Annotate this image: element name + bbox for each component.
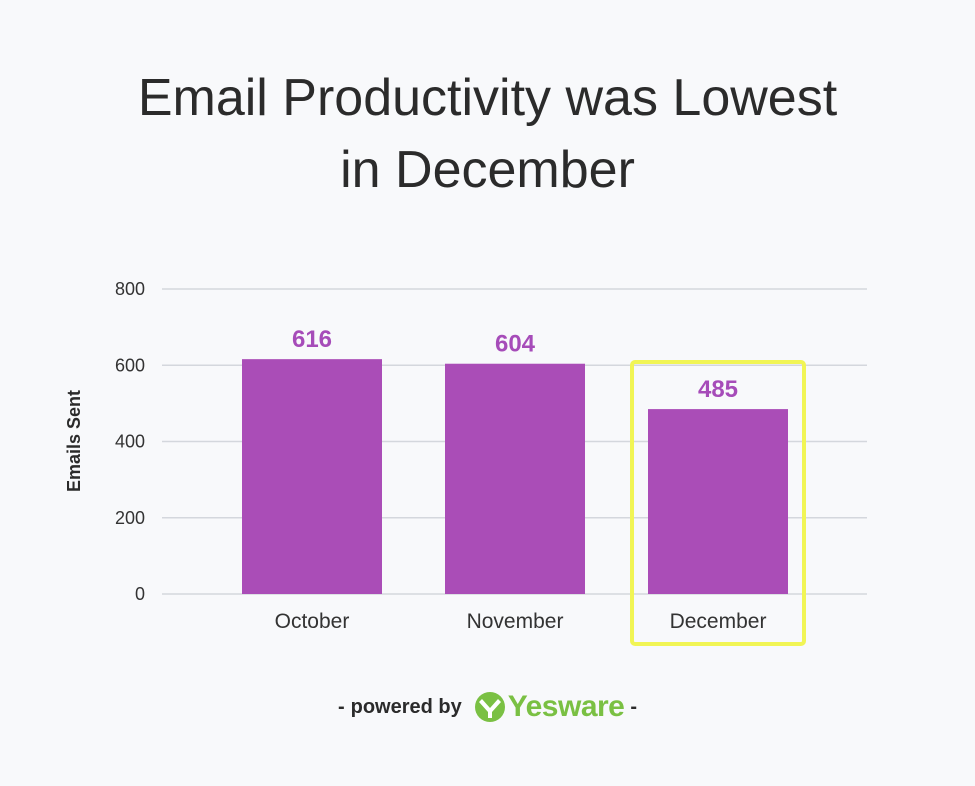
y-tick-400: 400 [115, 432, 145, 452]
footer-dash-right: - [630, 695, 638, 718]
bar-label-october: 616 [292, 326, 332, 353]
yesware-y-icon [474, 692, 505, 722]
x-tick-december: December [670, 610, 767, 633]
x-tick-labels: October November December [275, 610, 767, 633]
brand-name: Yesware [507, 690, 625, 723]
bar-november [445, 363, 585, 594]
yesware-logo: Yesware [474, 690, 625, 724]
y-tick-800: 800 [115, 279, 145, 299]
bar-label-november: 604 [495, 331, 536, 358]
y-axis-label: Emails Sent [64, 390, 84, 492]
highlight-box [630, 360, 806, 646]
chart-title: Email Productivity was Lowest in Decembe… [0, 62, 975, 206]
y-tick-200: 200 [115, 508, 145, 528]
bar-december [648, 409, 788, 594]
powered-by-text: powered by [350, 695, 462, 718]
chart-title-line-2: in December [340, 141, 635, 199]
bar-value-labels: 616 604 485 [292, 326, 738, 403]
bar-label-december: 485 [698, 376, 738, 403]
y-tick-labels: 0 200 400 600 800 [115, 279, 145, 604]
chart-title-line-1: Email Productivity was Lowest [137, 69, 838, 127]
y-tick-600: 600 [115, 355, 145, 375]
bars [242, 359, 788, 594]
bar-october [242, 359, 382, 594]
y-tick-0: 0 [135, 584, 145, 604]
x-tick-november: November [467, 610, 564, 633]
footer: - powered by Yesware - [0, 690, 975, 724]
x-tick-october: October [275, 610, 350, 633]
footer-dash-left: - [337, 695, 345, 718]
